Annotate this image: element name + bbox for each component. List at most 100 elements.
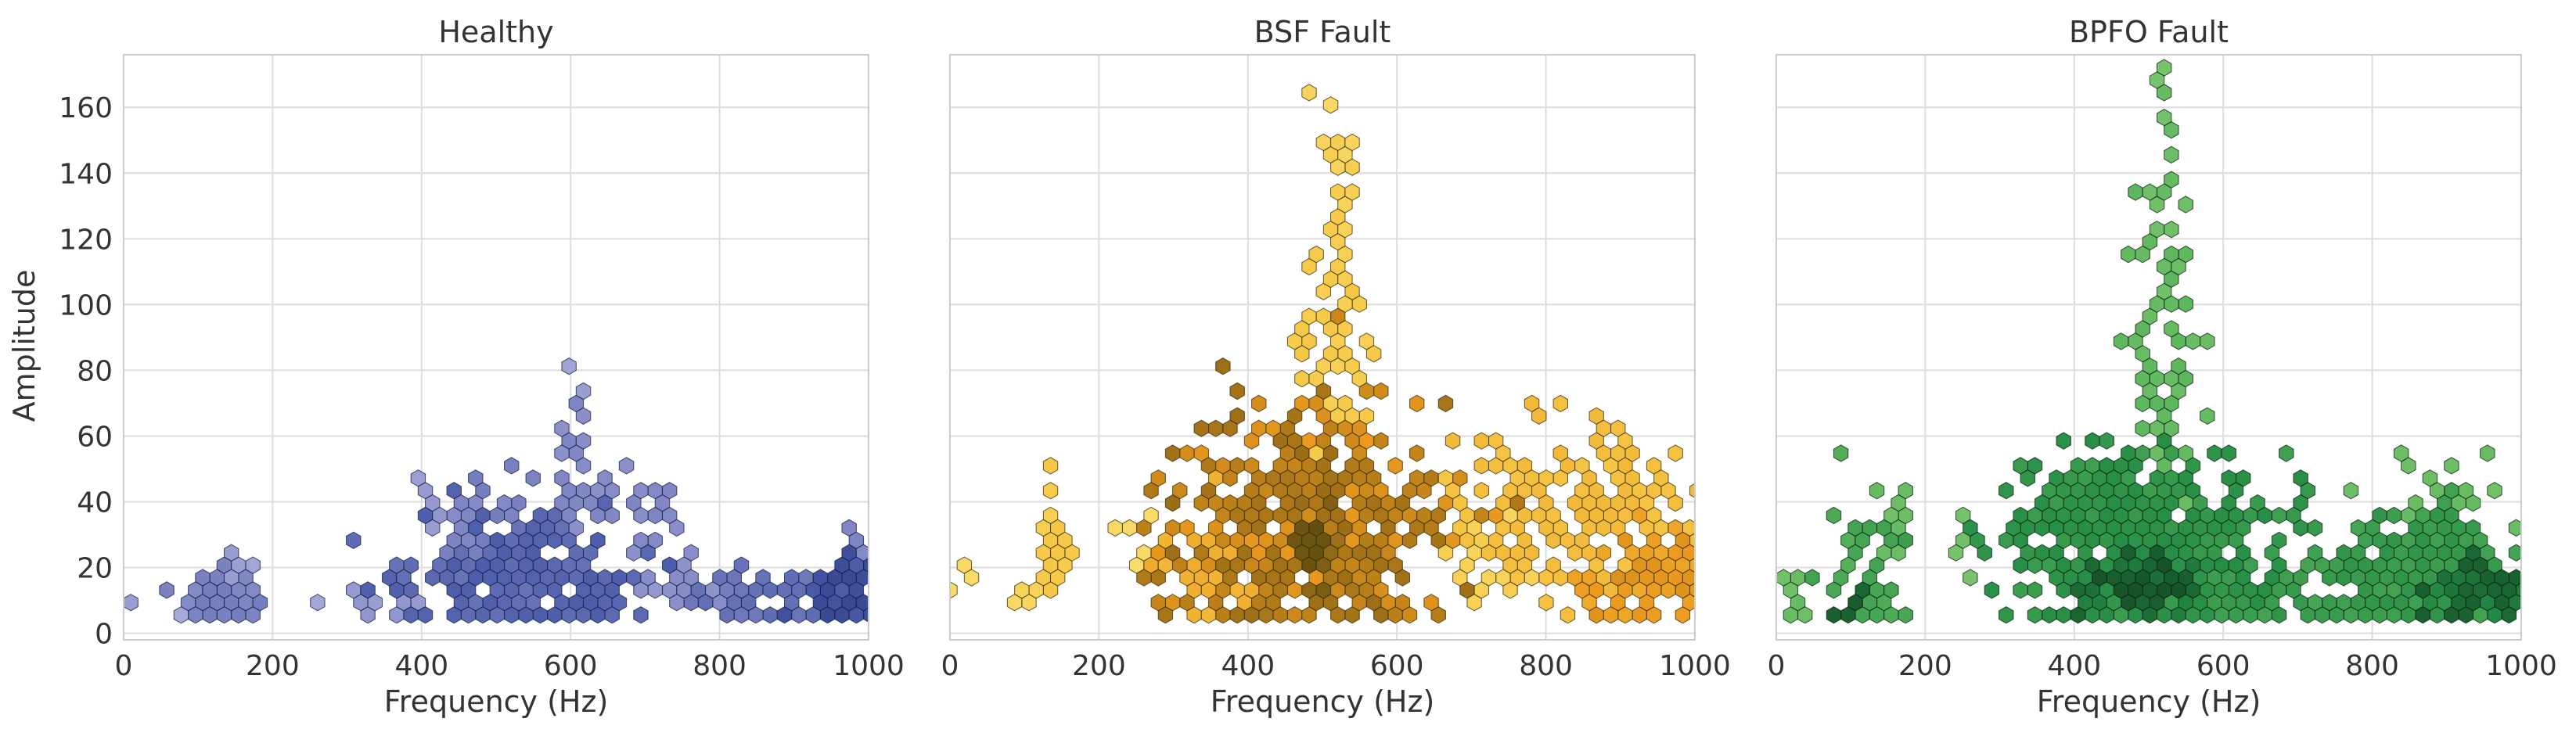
hexbin-cell <box>633 581 649 599</box>
hexbin-cell <box>2307 594 2323 612</box>
x-tick-label: 1000 <box>833 650 905 682</box>
hexbin-cell <box>1143 506 1159 525</box>
hexbin-cell <box>1294 369 1310 388</box>
hexbin-cell <box>2013 506 2028 525</box>
hexbin-cell <box>2070 556 2086 574</box>
hexbin-cell <box>604 506 620 525</box>
hexbin-cell <box>554 419 570 437</box>
hexbin-cell <box>2429 605 2445 624</box>
x-tick-label: 0 <box>115 650 133 682</box>
hexbin-cell <box>1315 307 1332 325</box>
hexbin-cell <box>2149 221 2165 239</box>
hexbin-cell <box>1574 506 1590 525</box>
hexbin-cell <box>582 569 599 587</box>
hexbin-cell <box>1632 581 1647 599</box>
hexbin-cell <box>647 531 664 550</box>
hexbin-cell <box>1862 519 1878 537</box>
hexbin-cell <box>1344 531 1360 550</box>
hexbin-cell <box>1049 519 1066 537</box>
hexbin-cell <box>1322 544 1339 562</box>
hexbin-cell <box>604 605 620 624</box>
hexbin-cell <box>2128 183 2143 201</box>
hexbin-cell <box>1337 320 1353 338</box>
hexbin-cell <box>2121 469 2136 487</box>
y-tick-labels: 0 20 40 60 80 100 120 140 160 <box>59 92 113 650</box>
hexbin-cell <box>2178 295 2193 313</box>
hexbin-cell <box>2508 519 2521 537</box>
hexbin-cell <box>468 469 484 487</box>
hexbin-cell <box>1826 605 1842 624</box>
hexbin-cell <box>2350 519 2366 537</box>
x-tick-label: 400 <box>394 650 448 682</box>
hexbin-cell <box>1042 556 1059 574</box>
hexbin-cell <box>1294 394 1310 413</box>
hexbin-cell <box>1387 556 1403 574</box>
hexbin-cell <box>2192 494 2208 512</box>
hexbin-cell <box>410 469 426 487</box>
hexbin-cell <box>1689 557 1695 573</box>
hexbin-cell <box>733 605 750 624</box>
hexbin-cell <box>1545 506 1561 525</box>
hexbin-cell <box>1193 419 1210 437</box>
hexbin-cell <box>2135 245 2150 264</box>
hexbin-cell <box>2171 257 2186 276</box>
hexbin-cell <box>2264 544 2280 562</box>
y-tick-label: 40 <box>77 487 113 519</box>
hexbin-cell <box>791 581 807 599</box>
hexbin-cell <box>1552 444 1569 462</box>
hexbin-cell <box>1689 483 1695 498</box>
hexbin-cell <box>2164 145 2179 164</box>
hexbin-cell <box>1301 605 1317 624</box>
hexbin-cell <box>1365 569 1382 587</box>
hexbin-cell <box>1473 581 1490 599</box>
hexbin-cell <box>697 594 714 612</box>
hexbin-cell <box>2121 245 2136 264</box>
hexbin-cell <box>1682 569 1695 587</box>
y-tick-label: 140 <box>59 158 113 190</box>
hexbin-cell <box>1516 506 1533 525</box>
hexbin-cell <box>1898 531 1913 550</box>
hexbin-cell <box>1387 457 1403 475</box>
hexbin-cell <box>626 544 642 562</box>
hexbin-cell <box>1035 519 1052 537</box>
hexbin-cell <box>1452 569 1468 587</box>
hexbin-cell <box>2156 183 2172 201</box>
hexbin-cell <box>1646 531 1662 550</box>
hexbin-cell <box>568 519 585 537</box>
hexbin-cell <box>2027 581 2043 599</box>
hexbin-cell <box>2307 519 2323 537</box>
hexbin-cell <box>2207 444 2222 462</box>
hexbin-cell <box>525 469 541 487</box>
hexbin-cell <box>1538 594 1554 612</box>
hexbin-cell <box>2164 221 2179 239</box>
hexbin-cell <box>1200 481 1217 500</box>
hexbin-cell <box>2386 506 2402 525</box>
hexbin-cell <box>1344 506 1360 525</box>
hexbin-cell <box>1416 506 1432 525</box>
x-tick-label: 200 <box>1898 650 1952 682</box>
hexbin-cell <box>2221 594 2237 612</box>
hexbin-cell <box>2113 556 2129 574</box>
hexbin-cell <box>2386 581 2402 599</box>
hexbin-cell <box>762 581 778 599</box>
hexbin-cell <box>1999 605 2014 624</box>
hexbin-cell <box>1222 419 1238 437</box>
hexbin-cell <box>748 605 764 624</box>
hexbin-cell <box>252 594 268 612</box>
hexbin-cell <box>1229 605 1245 624</box>
hexbin-cell <box>367 594 383 612</box>
hexbin-cell <box>669 594 685 612</box>
hexbin-cell <box>2472 556 2488 574</box>
hexbin-cell <box>503 457 520 475</box>
hexbin-cell <box>2271 581 2287 599</box>
hexbin-cell <box>1006 594 1023 612</box>
hexbin-cell <box>626 494 642 512</box>
hexbin-cell <box>719 581 735 599</box>
hexbins <box>950 84 1695 624</box>
hexbin-cell <box>2207 594 2222 612</box>
hexbin-cell <box>1294 320 1310 338</box>
hexbin-cell <box>2164 419 2179 437</box>
x-tick-label: 200 <box>1072 650 1126 682</box>
hexbin-cell <box>2515 582 2521 598</box>
hexbin-cell <box>1308 245 1324 264</box>
